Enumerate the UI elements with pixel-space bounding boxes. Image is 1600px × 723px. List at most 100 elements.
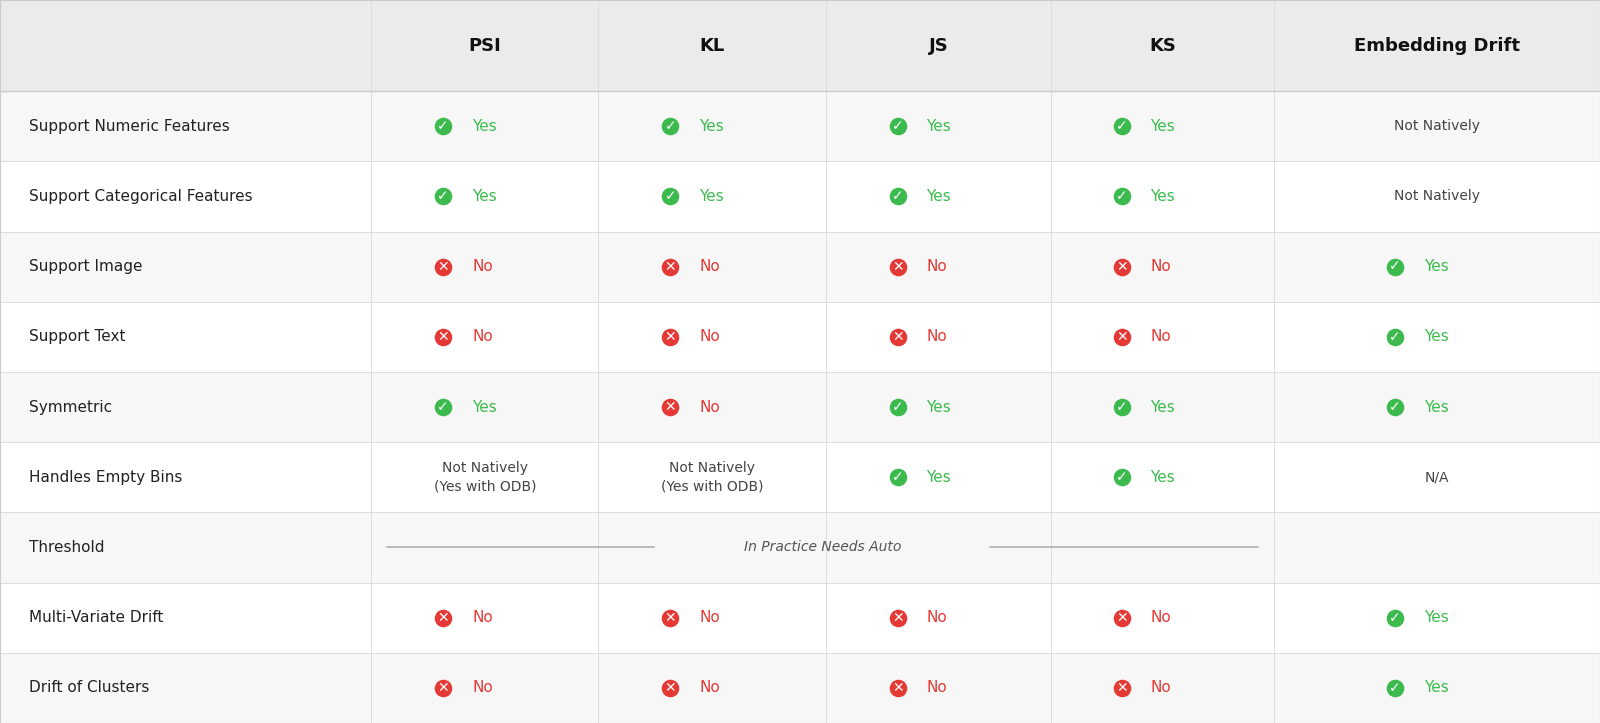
Point xyxy=(430,682,456,693)
Text: Yes: Yes xyxy=(699,119,723,134)
Text: Yes: Yes xyxy=(926,400,950,414)
Text: Multi-Variate Drift: Multi-Variate Drift xyxy=(29,610,163,625)
Point xyxy=(658,121,683,132)
Point xyxy=(658,682,683,693)
Point xyxy=(1109,682,1134,693)
Text: No: No xyxy=(926,610,947,625)
Text: Threshold: Threshold xyxy=(29,540,104,555)
Point xyxy=(1109,121,1134,132)
FancyBboxPatch shape xyxy=(0,301,1600,372)
Point xyxy=(885,191,910,202)
Point xyxy=(885,401,910,413)
Point xyxy=(1382,401,1408,413)
Text: ✕: ✕ xyxy=(664,330,677,344)
Point xyxy=(430,612,456,623)
Text: N/A: N/A xyxy=(1424,470,1450,484)
Text: Not Natively: Not Natively xyxy=(1394,189,1480,203)
Text: ✓: ✓ xyxy=(1389,400,1402,414)
Text: ✕: ✕ xyxy=(437,260,450,273)
Text: No: No xyxy=(699,259,720,274)
Text: ✓: ✓ xyxy=(1389,330,1402,344)
Text: ✕: ✕ xyxy=(1115,681,1128,695)
FancyBboxPatch shape xyxy=(0,653,1600,723)
Point xyxy=(658,261,683,273)
Text: ✓: ✓ xyxy=(891,119,904,133)
Text: KL: KL xyxy=(699,37,725,54)
Text: Yes: Yes xyxy=(1150,189,1174,204)
Text: Yes: Yes xyxy=(926,119,950,134)
Text: Yes: Yes xyxy=(1150,470,1174,484)
Text: Yes: Yes xyxy=(1424,610,1448,625)
Text: ✕: ✕ xyxy=(1115,260,1128,273)
Text: ✕: ✕ xyxy=(891,260,904,273)
Text: No: No xyxy=(472,610,493,625)
Point xyxy=(430,261,456,273)
Text: ✓: ✓ xyxy=(437,400,450,414)
Text: ✓: ✓ xyxy=(1389,260,1402,273)
Point xyxy=(885,121,910,132)
FancyBboxPatch shape xyxy=(0,161,1600,231)
Text: ✕: ✕ xyxy=(891,681,904,695)
Point xyxy=(1109,261,1134,273)
FancyBboxPatch shape xyxy=(0,513,1600,583)
Text: Support Text: Support Text xyxy=(29,330,125,344)
Text: Yes: Yes xyxy=(926,470,950,484)
Text: Yes: Yes xyxy=(1424,330,1448,344)
Point xyxy=(885,682,910,693)
Point xyxy=(1382,331,1408,343)
Text: No: No xyxy=(926,259,947,274)
Text: Support Numeric Features: Support Numeric Features xyxy=(29,119,229,134)
Text: No: No xyxy=(699,330,720,344)
Text: Yes: Yes xyxy=(472,119,496,134)
Text: Embedding Drift: Embedding Drift xyxy=(1354,37,1520,54)
Point xyxy=(1382,261,1408,273)
Text: Yes: Yes xyxy=(472,189,496,204)
Point xyxy=(885,261,910,273)
Text: ✓: ✓ xyxy=(1115,470,1128,484)
FancyBboxPatch shape xyxy=(0,372,1600,442)
Text: No: No xyxy=(472,680,493,696)
Point xyxy=(658,331,683,343)
Text: ✓: ✓ xyxy=(1115,189,1128,203)
Text: ✓: ✓ xyxy=(891,189,904,203)
Point xyxy=(658,191,683,202)
Point xyxy=(430,331,456,343)
Text: No: No xyxy=(699,400,720,414)
Point xyxy=(1109,331,1134,343)
Text: ✓: ✓ xyxy=(891,470,904,484)
Text: No: No xyxy=(1150,259,1171,274)
Text: ✓: ✓ xyxy=(1389,611,1402,625)
Text: ✓: ✓ xyxy=(1115,400,1128,414)
Text: ✓: ✓ xyxy=(1115,119,1128,133)
Text: ✕: ✕ xyxy=(437,681,450,695)
Text: ✓: ✓ xyxy=(664,119,677,133)
Point xyxy=(1109,191,1134,202)
Point xyxy=(1109,401,1134,413)
Text: ✕: ✕ xyxy=(437,330,450,344)
Text: Yes: Yes xyxy=(472,400,496,414)
Point xyxy=(885,612,910,623)
Text: Yes: Yes xyxy=(1424,400,1448,414)
Text: Support Image: Support Image xyxy=(29,259,142,274)
Text: No: No xyxy=(1150,680,1171,696)
Text: JS: JS xyxy=(930,37,949,54)
Text: Yes: Yes xyxy=(1424,259,1448,274)
Point xyxy=(885,331,910,343)
Text: ✕: ✕ xyxy=(664,260,677,273)
Text: ✓: ✓ xyxy=(1389,681,1402,695)
Text: ✓: ✓ xyxy=(437,119,450,133)
Text: Support Categorical Features: Support Categorical Features xyxy=(29,189,253,204)
Text: Not Natively
(Yes with ODB): Not Natively (Yes with ODB) xyxy=(661,461,763,494)
Text: No: No xyxy=(472,259,493,274)
Point xyxy=(1382,612,1408,623)
FancyBboxPatch shape xyxy=(0,0,1600,91)
Text: ✕: ✕ xyxy=(1115,330,1128,344)
Point xyxy=(430,191,456,202)
Text: Yes: Yes xyxy=(1424,680,1448,696)
Text: ✕: ✕ xyxy=(1115,611,1128,625)
Text: No: No xyxy=(926,330,947,344)
Text: KS: KS xyxy=(1150,37,1176,54)
Text: In Practice Needs Auto: In Practice Needs Auto xyxy=(744,541,901,555)
Text: Yes: Yes xyxy=(1150,400,1174,414)
Text: Drift of Clusters: Drift of Clusters xyxy=(29,680,149,696)
